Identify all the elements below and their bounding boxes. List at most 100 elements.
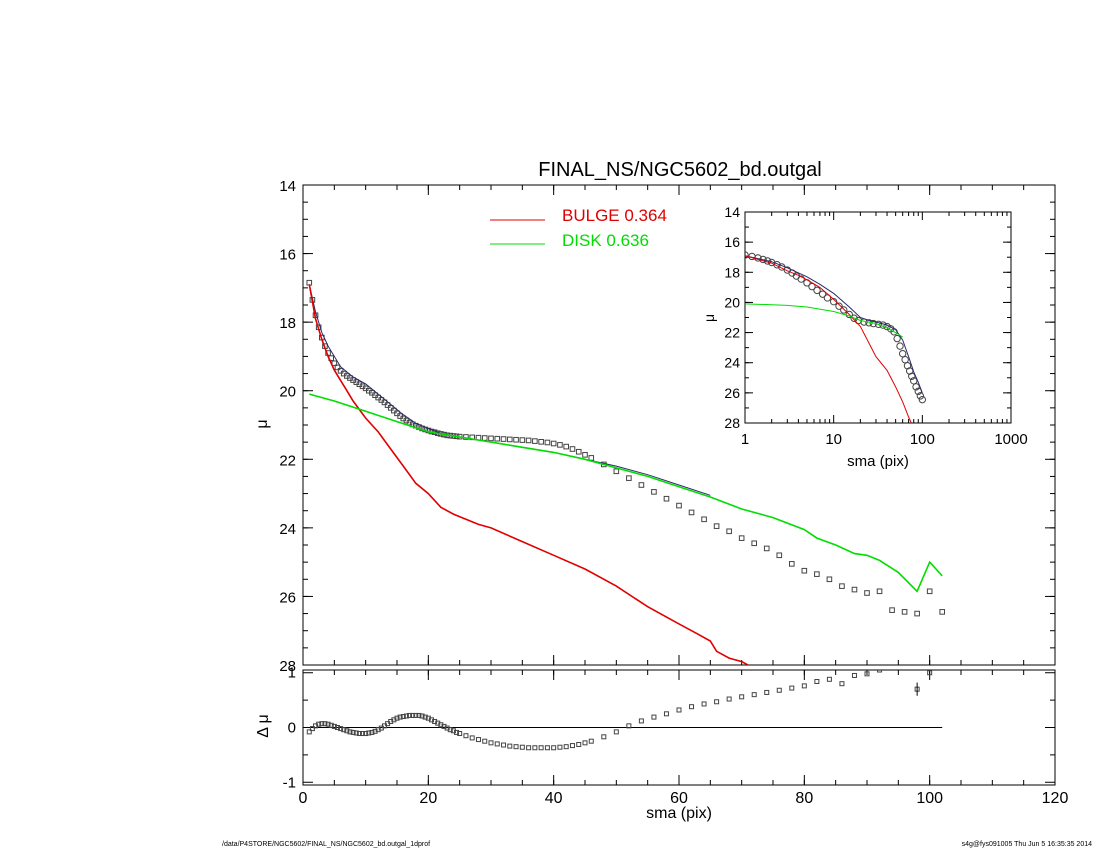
inset-frame <box>744 211 1012 424</box>
residual-data-point <box>864 671 870 677</box>
residual-data-point <box>890 665 894 669</box>
inset-y-tick-label: 18 <box>724 264 740 280</box>
residual-data-point <box>454 729 460 735</box>
main-data-point <box>513 436 519 443</box>
residual-data-point <box>419 713 425 719</box>
residual-data-point <box>356 731 362 737</box>
residual-x-tick-label: 80 <box>795 790 813 807</box>
residual-data-point <box>341 727 347 733</box>
residual-data-point <box>789 685 795 691</box>
inset-data-point <box>912 383 920 391</box>
residual-data-point <box>701 701 707 707</box>
residual-data-point <box>927 670 933 676</box>
main-data-point <box>763 545 770 552</box>
inset-data-point <box>840 306 848 314</box>
main-data-point <box>588 455 595 461</box>
main-data-point <box>519 437 526 443</box>
main-data-point <box>776 552 783 559</box>
main-data-point <box>738 535 745 541</box>
main-data-point <box>613 468 620 475</box>
inset-x-axis-label: sma (pix) <box>847 453 909 470</box>
residual-data-point <box>319 721 325 727</box>
residual-data-point <box>576 741 582 747</box>
main-data-point <box>575 448 582 455</box>
inset-data-point <box>908 372 916 380</box>
residual-data-point <box>557 744 563 750</box>
residual-x-tick-label: 40 <box>545 790 563 807</box>
residual-data-point <box>397 714 403 720</box>
legend-bulge-label: BULGE 0.364 <box>562 206 667 225</box>
inset-data-point <box>918 395 927 404</box>
main-data-point <box>676 502 682 509</box>
inset-data-point <box>898 349 907 358</box>
main-series-group <box>306 279 946 665</box>
legend: BULGE 0.364 DISK 0.636 <box>490 206 667 250</box>
inset-y-tick-label: 22 <box>724 325 740 341</box>
residual-data-point <box>416 712 422 718</box>
residual-data-point <box>457 731 463 737</box>
residual-data-point <box>544 745 550 751</box>
residual-y-tick-label: 1 <box>288 665 296 682</box>
residual-data-point <box>776 687 782 693</box>
residual-data-point <box>413 712 419 718</box>
inset-y-tick-label: 16 <box>724 234 740 250</box>
residual-x-tick-label: 20 <box>419 790 437 807</box>
main-data-point <box>688 509 695 516</box>
residual-data-point <box>325 721 331 727</box>
residual-data-point <box>538 745 544 751</box>
residual-data-point <box>403 713 409 719</box>
residual-data-point <box>366 730 372 736</box>
inset-y-tick-label: 20 <box>724 294 740 310</box>
residual-data-point <box>814 679 820 684</box>
residual-data-point <box>689 704 695 710</box>
main-data-point <box>914 610 920 617</box>
footer-timestamp: s4g@fys091005 Thu Jun 5 16:35:35 2014 <box>961 841 1092 848</box>
residual-y-tick-label: -1 <box>283 774 296 791</box>
inset-data-point <box>916 392 925 400</box>
inset-axis-ticks: 14 16 18 20 22 24 26 281 10 100 1000 <box>724 204 1027 448</box>
inset-data-point <box>896 342 904 350</box>
residual-data-point <box>316 721 322 727</box>
main-data-point <box>481 435 488 441</box>
residual-data-point <box>338 726 344 732</box>
inset-data-point <box>874 320 883 328</box>
residual-data-point <box>801 683 807 689</box>
residual-data-point <box>651 714 657 720</box>
main-data-point <box>826 576 833 583</box>
main-y-tick-label: 14 <box>279 178 296 195</box>
inset-disk-line <box>745 303 903 338</box>
residual-data-point <box>475 737 481 743</box>
main-disk-line <box>309 393 943 593</box>
residual-data-point <box>507 743 513 749</box>
main-data-point <box>726 528 732 535</box>
residual-data-point <box>582 740 588 746</box>
main-data-point <box>532 438 538 444</box>
footer-file-path: /data/P4STORE/NGC5602/FINAL_NS/NGC5602_b… <box>222 841 431 848</box>
inset-y-axis-label: μ <box>701 314 717 322</box>
residual-y-axis-label: Δ μ <box>255 714 272 737</box>
residual-data-point <box>613 729 619 735</box>
main-data-point <box>525 437 532 444</box>
main-y-tick-label: 20 <box>279 384 296 401</box>
inset-plot-area <box>745 251 927 423</box>
residual-data-point <box>626 723 632 729</box>
residual-series-group <box>303 665 943 751</box>
main-y-tick-label: 22 <box>279 452 296 469</box>
main-data-point <box>626 475 632 481</box>
main-data-point <box>851 586 858 593</box>
residual-data-point <box>851 672 857 678</box>
main-plot-area <box>306 279 946 665</box>
residual-data-point <box>513 744 519 750</box>
main-data-point <box>638 482 645 488</box>
residual-data-point <box>839 681 845 687</box>
main-data-point <box>569 446 576 452</box>
residual-data-point <box>422 714 428 720</box>
residual-data-point <box>588 738 594 744</box>
residual-x-tick-label: 60 <box>670 790 688 807</box>
inset-data-point <box>823 294 832 302</box>
inset-y-tick-label: 14 <box>724 204 740 220</box>
residual-x-axis-label: sma (pix) <box>646 805 712 822</box>
residual-data-point <box>328 722 334 728</box>
